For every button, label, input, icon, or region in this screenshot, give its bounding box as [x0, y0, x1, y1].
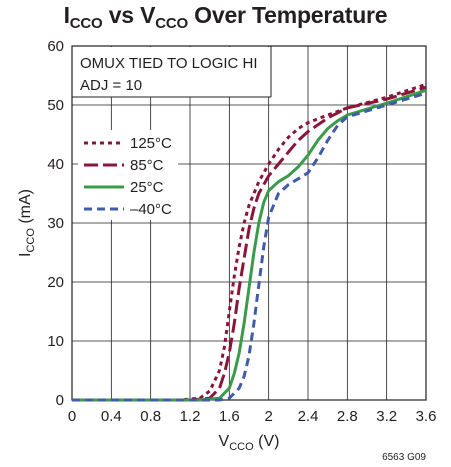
x-tick-label: 2.4 — [298, 408, 319, 425]
x-tick-label: 2 — [264, 408, 272, 425]
plot-frame — [71, 45, 427, 401]
grid — [72, 46, 426, 400]
legend: 125°C 85°C 25°C –40°C — [84, 135, 172, 218]
y-tick-label: 30 — [47, 215, 64, 232]
legend-label-1: 85°C — [130, 157, 164, 174]
y-tick-label: 0 — [56, 392, 64, 409]
x-tick-label: 0.4 — [101, 408, 122, 425]
legend-label-2: 25°C — [130, 179, 164, 196]
title-vs-v: vs V — [102, 2, 156, 28]
x-tick-label: 1.2 — [180, 408, 201, 425]
x-label-unit: (V) — [254, 433, 280, 450]
series-lines — [72, 82, 427, 402]
x-tick-label: 0.8 — [140, 408, 161, 425]
series-line-2 — [72, 88, 427, 402]
chart-title: ICCO vs VCCO Over Temperature — [0, 2, 451, 32]
y-tick-label: 60 — [47, 38, 64, 55]
x-label-sub: CCO — [229, 441, 254, 453]
legend-background — [78, 130, 178, 220]
x-tick-label: 3.2 — [376, 408, 397, 425]
x-axis-label: VCCO (V) — [219, 433, 280, 453]
x-label-v: V — [219, 433, 230, 450]
legend-label-0: 125°C — [130, 135, 172, 152]
title-sub-cco-2: CCO — [155, 15, 188, 32]
y-tick-label: 40 — [47, 156, 64, 173]
x-tick-label: 3.6 — [416, 408, 437, 425]
series-line-1 — [72, 85, 427, 402]
x-tick-label: 1.6 — [219, 408, 240, 425]
y-axis-label: ICCO (mA) — [17, 189, 37, 257]
x-tick-label: 0 — [68, 408, 76, 425]
legend-label-3: –40°C — [130, 201, 172, 218]
x-tick-label: 2.8 — [337, 408, 358, 425]
y-label-unit: (mA) — [17, 189, 34, 228]
y-tick-labels: 0 10 20 30 40 50 60 — [47, 38, 64, 409]
y-label-sub: CCO — [25, 228, 37, 253]
title-sub-cco-1: CCO — [69, 15, 103, 32]
annotation-omux: OMUX TIED TO LOGIC HI — [80, 55, 258, 72]
annotation-adj: ADJ = 10 — [80, 77, 142, 94]
series-line-0 — [72, 82, 427, 402]
y-tick-label: 10 — [47, 333, 64, 350]
annotation-box-bg — [73, 47, 271, 97]
figure-id: 6563 G09 — [382, 452, 426, 463]
series-line-3 — [72, 91, 427, 402]
y-label-i: I — [17, 253, 34, 257]
y-tick-label: 20 — [47, 274, 64, 291]
x-tick-labels: 0 0.4 0.8 1.2 1.6 2 2.4 2.8 3.2 3.6 — [68, 408, 437, 425]
title-over-temperature: Over Temperature — [187, 2, 388, 28]
y-tick-label: 50 — [47, 97, 64, 114]
title-i: I — [63, 2, 70, 28]
